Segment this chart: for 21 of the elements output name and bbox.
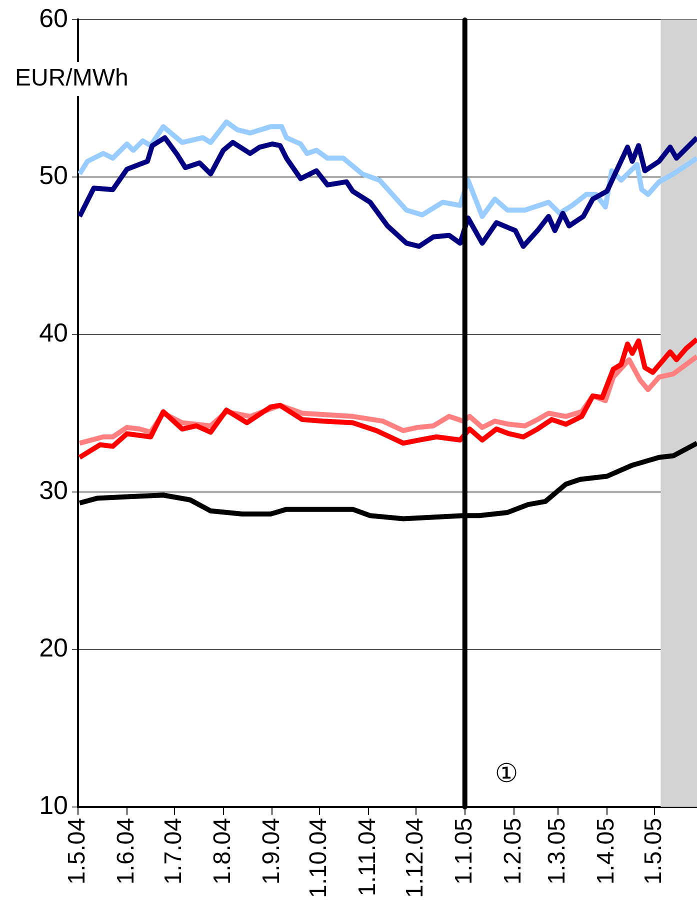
y-tick-label: 10 xyxy=(39,790,68,820)
y-tick-label: 20 xyxy=(39,632,68,663)
x-tick-label: 1.5.04 xyxy=(64,818,91,885)
x-tick-label: 1.9.04 xyxy=(258,818,285,885)
y-axis-title: EUR/MWh xyxy=(15,64,128,92)
x-tick-label: 1.2.05 xyxy=(499,818,526,885)
y-tick-label: 30 xyxy=(39,475,68,506)
y-tick-label: 40 xyxy=(39,318,68,348)
x-tick-label: 1.12.04 xyxy=(402,818,429,898)
x-tick-label: 1.4.05 xyxy=(592,818,620,885)
x-tick-label: 1.10.04 xyxy=(305,818,332,898)
ref-line-label: ① xyxy=(494,758,518,788)
x-tick-label: 1.3.05 xyxy=(544,818,571,885)
x-tick-label: 1.11.04 xyxy=(354,818,382,896)
x-tick-label: 1.8.04 xyxy=(208,818,236,885)
x-tick-label: 1.7.04 xyxy=(160,818,187,885)
y-tick-label: 50 xyxy=(39,160,68,190)
x-tick-label: 1.5.05 xyxy=(640,818,667,885)
x-tick-label: 1.6.04 xyxy=(112,818,140,885)
x-tick-label: 1.1.05 xyxy=(450,818,478,885)
y-tick-label: 60 xyxy=(39,2,68,33)
